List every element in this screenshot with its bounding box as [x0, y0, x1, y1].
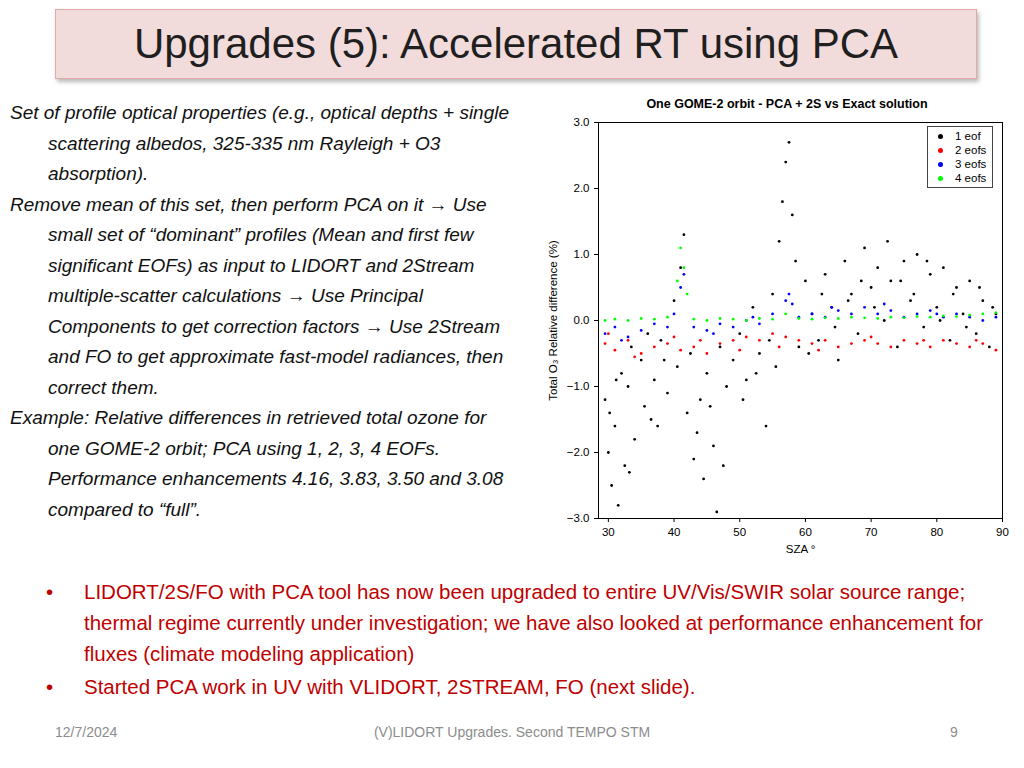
svg-text:1.0: 1.0: [574, 248, 590, 260]
html-text:LIDORT/2S/FO with PCA tool has: LIDORT/2S/FO with PCA tool has now been …: [84, 580, 984, 665]
svg-text:60: 60: [799, 526, 812, 538]
html-text:12/7/2024: 12/7/2024: [55, 724, 118, 740]
html-text:Upgrades (5): Accelerated RT u: Upgrades (5): Accelerated RT using PCA: [133, 20, 899, 67]
html-text:Example: Relative differences: Example: Relative differences in retriev…: [10, 407, 504, 520]
svg-text:−1.0: −1.0: [567, 380, 590, 392]
svg-text:3.0: 3.0: [574, 116, 590, 128]
svg-text:−2.0: −2.0: [567, 446, 590, 458]
svg-text:50: 50: [733, 526, 746, 538]
html-text:Started PCA work in UV with VL: Started PCA work in UV with VLIDORT, 2ST…: [84, 675, 696, 698]
html-text:1 eof: 1 eof: [955, 130, 981, 142]
svg-text:0.0: 0.0: [574, 314, 590, 326]
svg-text:SZA °: SZA °: [786, 543, 816, 555]
svg-text:Total O₃ Relative difference (: Total O₃ Relative difference (%): [547, 240, 559, 401]
svg-text:90: 90: [996, 526, 1009, 538]
svg-text:30: 30: [602, 526, 615, 538]
html-text:3 eofs: 3 eofs: [955, 158, 987, 170]
html-text:(V)LIDORT Upgrades. Second TEM: (V)LIDORT Upgrades. Second TEMPO STM: [373, 724, 651, 740]
html-text:One GOME-2 orbit - PCA + 2S vs: One GOME-2 orbit - PCA + 2S vs Exact sol…: [646, 97, 928, 111]
html-text:Set of profile optical propert: Set of profile optical properties (e.g.,…: [10, 102, 509, 184]
svg-text:70: 70: [865, 526, 878, 538]
svg-text:2.0: 2.0: [574, 182, 590, 194]
html-text:9: 9: [950, 724, 958, 740]
html-text:Remove mean of this set, then: Remove mean of this set, then perform PC…: [10, 193, 504, 398]
html-text:4 eofs: 4 eofs: [955, 172, 987, 184]
svg-text:−3.0: −3.0: [567, 512, 590, 524]
html-text:2 eofs: 2 eofs: [955, 144, 987, 156]
svg-text:80: 80: [930, 526, 943, 538]
svg-text:40: 40: [668, 526, 681, 538]
